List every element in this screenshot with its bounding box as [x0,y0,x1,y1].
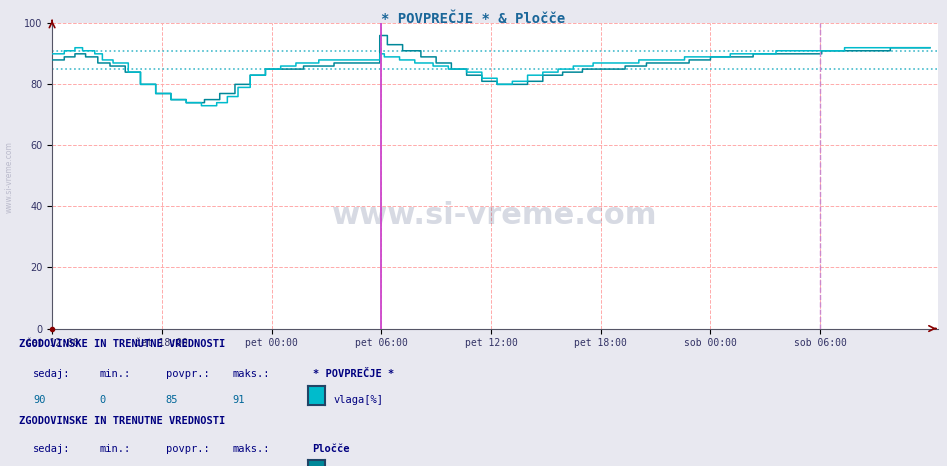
Text: Pločče: Pločče [313,444,350,454]
Text: ZGODOVINSKE IN TRENUTNE VREDNOSTI: ZGODOVINSKE IN TRENUTNE VREDNOSTI [19,416,225,426]
Text: min.:: min.: [99,444,131,454]
Text: 85: 85 [166,395,178,405]
Text: * POVPREČJE *: * POVPREČJE * [313,370,394,379]
Text: vlaga[%]: vlaga[%] [333,395,384,405]
Text: maks.:: maks.: [232,444,270,454]
Text: sedaj:: sedaj: [33,370,71,379]
Text: sedaj:: sedaj: [33,444,71,454]
Text: maks.:: maks.: [232,370,270,379]
Text: www.si-vreme.com: www.si-vreme.com [5,141,14,213]
Text: 90: 90 [33,395,45,405]
Text: 0: 0 [99,395,106,405]
Text: www.si-vreme.com: www.si-vreme.com [332,201,657,230]
Text: povpr.:: povpr.: [166,370,209,379]
Text: povpr.:: povpr.: [166,444,209,454]
Text: ZGODOVINSKE IN TRENUTNE VREDNOSTI: ZGODOVINSKE IN TRENUTNE VREDNOSTI [19,339,225,349]
Text: 91: 91 [232,395,244,405]
Text: * POVPREČJE * & Pločče: * POVPREČJE * & Pločče [382,12,565,26]
Text: min.:: min.: [99,370,131,379]
